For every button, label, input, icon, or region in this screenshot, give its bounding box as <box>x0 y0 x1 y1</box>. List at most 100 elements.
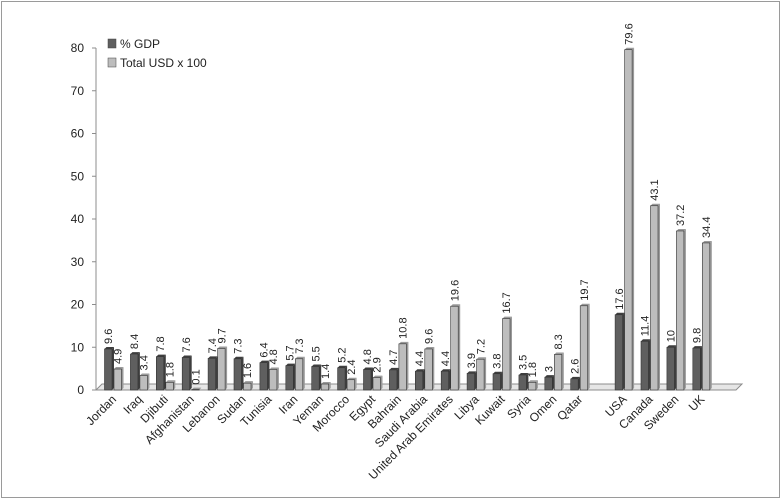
bar-usd-front <box>650 205 659 391</box>
bar-usd <box>676 228 686 391</box>
bar-gdp <box>544 375 555 391</box>
bar-gdp-front <box>640 340 649 391</box>
bar-usd-front <box>398 343 407 391</box>
x-tick-label: Jordan <box>83 392 119 428</box>
bar-usd-front <box>450 305 459 391</box>
data-label-gdp: 2.6 <box>569 359 581 374</box>
bar-usd-top <box>502 316 512 319</box>
data-label-usd: 4.8 <box>268 349 280 364</box>
bar-gdp-front <box>130 353 139 391</box>
bar-gdp-front <box>337 367 346 391</box>
bar-gdp-side <box>552 375 555 390</box>
bar-usd <box>476 357 487 391</box>
bar-gdp-top <box>493 371 503 374</box>
data-label-usd: 2.4 <box>346 359 358 374</box>
bar-gdp <box>285 363 296 391</box>
bar-usd <box>243 381 253 391</box>
bar-usd-side <box>561 352 564 390</box>
bar-usd <box>450 304 461 391</box>
data-label-gdp: 7.8 <box>155 336 167 351</box>
bar-usd <box>579 303 590 391</box>
bar-usd <box>346 377 357 391</box>
bar-usd-front <box>701 242 711 391</box>
bar-usd-front <box>165 382 174 391</box>
data-label-gdp: 7.3 <box>233 338 245 353</box>
data-label-gdp: 3.8 <box>492 353 504 368</box>
bar-usd-front <box>191 389 200 391</box>
bar-gdp <box>156 354 166 391</box>
data-label-usd: 7.3 <box>294 338 306 353</box>
y-tick-label: 60 <box>71 127 85 141</box>
data-label-usd: 4.9 <box>113 349 125 364</box>
x-tick-label: UK <box>686 392 708 414</box>
data-label-usd: 1.8 <box>527 362 539 377</box>
bar-usd-side <box>173 380 176 390</box>
bar-usd <box>650 203 660 391</box>
bar-gdp-side <box>674 345 677 390</box>
bar-usd-front <box>372 377 381 391</box>
data-label-gdp: 17.6 <box>614 288 626 309</box>
data-label-usd: 3.4 <box>139 355 151 370</box>
bar-usd-side <box>658 203 660 390</box>
bar-usd-side <box>406 341 409 390</box>
bar-gdp-top <box>692 346 703 349</box>
bar-gdp <box>440 369 451 391</box>
bar-usd-top <box>373 375 383 378</box>
bar-gdp-front <box>311 366 320 391</box>
bar-gdp-front <box>666 346 675 391</box>
bar-gdp-top <box>615 312 625 315</box>
bar-usd <box>624 47 635 391</box>
bar-gdp-front <box>692 347 701 391</box>
bar-gdp <box>233 356 244 391</box>
y-tick-label: 20 <box>71 298 85 312</box>
bar-gdp-front <box>156 356 165 391</box>
legend-label: Total USD x 100 <box>120 56 207 70</box>
bar-usd-top <box>139 373 150 376</box>
data-label-usd: 10.8 <box>398 317 410 338</box>
bar-usd-side <box>147 373 150 390</box>
data-label-usd: 1.8 <box>165 362 177 377</box>
bar-gdp-side <box>648 339 651 390</box>
y-tick-label: 0 <box>77 383 84 397</box>
data-label-gdp: 10 <box>666 330 678 342</box>
bar-gdp-front <box>440 370 450 391</box>
bar-usd-side <box>121 367 124 390</box>
data-label-gdp: 7.6 <box>181 337 193 352</box>
bar-gdp-front <box>492 373 501 391</box>
y-tick-label: 80 <box>71 41 85 55</box>
bar-gdp <box>640 339 651 391</box>
bar-gdp <box>570 376 581 391</box>
bar-gdp-side <box>422 369 425 390</box>
bar-usd-front <box>476 358 485 391</box>
bar-usd-side <box>632 47 635 391</box>
data-label-gdp: 9.8 <box>692 328 704 343</box>
bar-usd-side <box>225 346 228 390</box>
bar-gdp-top <box>337 365 348 368</box>
bar-usd-side <box>199 387 202 390</box>
bar-usd <box>320 382 331 391</box>
bar-gdp-front <box>363 369 372 391</box>
bar-usd <box>217 346 228 391</box>
bar-gdp <box>492 371 503 391</box>
bar-gdp-side <box>526 373 529 390</box>
bar-usd-top <box>269 367 279 370</box>
data-label-gdp: 5.5 <box>310 346 322 361</box>
bar-usd-front <box>502 318 511 391</box>
data-label-usd: 1.6 <box>242 363 254 378</box>
bar-usd-top <box>580 303 590 306</box>
bar-gdp-top <box>104 346 114 349</box>
bar-gdp-side <box>215 356 218 390</box>
bar-usd-front <box>676 230 685 391</box>
bar-usd-front <box>320 383 330 391</box>
bar-gdp-top <box>234 356 244 359</box>
bar-usd-side <box>302 356 305 390</box>
data-label-usd: 34.4 <box>701 217 713 238</box>
bar-usd-top <box>450 304 461 307</box>
bar-gdp <box>130 352 140 391</box>
bar-gdp <box>259 360 270 391</box>
data-label-gdp: 4.8 <box>362 349 374 364</box>
data-label-gdp: 8.4 <box>129 334 141 349</box>
bar-gdp-top <box>130 352 140 355</box>
data-labels: 9.64.98.43.47.81.87.60.17.49.77.31.66.44… <box>103 23 713 384</box>
